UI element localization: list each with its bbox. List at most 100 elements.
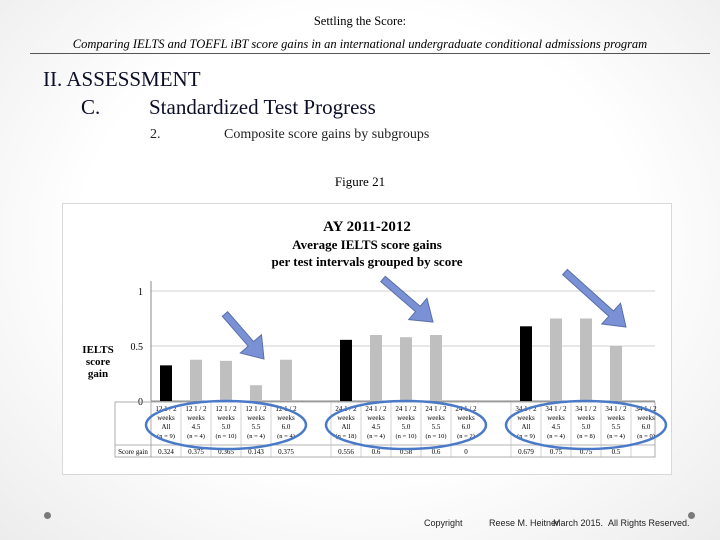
category-n-label: (n = 4) (247, 433, 265, 440)
category-label-line: weeks (157, 414, 175, 422)
section-title: ASSESSMENT (66, 67, 201, 91)
highlight-ellipse (324, 399, 488, 451)
footer-bullet-right (688, 512, 695, 519)
bar (580, 318, 592, 401)
category-label-line: 12 1 / 2 (185, 405, 207, 413)
bar (400, 337, 412, 401)
highlight-ellipse (144, 399, 308, 451)
category-label-line: weeks (277, 414, 295, 422)
category-label-line: All (522, 423, 531, 431)
point-heading: 2. Composite score gains by subgroups (150, 127, 429, 143)
category-label-line: 6.0 (282, 423, 291, 431)
category-n-label: (n = 10) (396, 433, 417, 440)
data-table-row-label: Score gain (118, 448, 148, 456)
category-n-label: (n = 8) (577, 433, 595, 440)
category-n-label: (n = 4) (277, 433, 295, 440)
category-n-label: (n = 9) (517, 433, 535, 440)
category-label-line: 4.5 (372, 423, 381, 431)
subsection-heading: C. Standardized Test Progress (81, 95, 376, 120)
highlight-ellipse (504, 399, 668, 451)
category-label-line: 6.0 (462, 423, 471, 431)
annotation-arrow (221, 311, 265, 360)
bar (610, 346, 622, 401)
category-label-line: weeks (367, 414, 385, 422)
subsection-number: C. (81, 95, 101, 119)
category-label-line: weeks (427, 414, 445, 422)
y-axis-label-line: score (86, 356, 110, 368)
chart-subtitle-line: Average IELTS score gains (292, 237, 442, 252)
category-label-line: weeks (337, 414, 355, 422)
category-label-line: weeks (577, 414, 595, 422)
slide-subtitle: Comparing IELTS and TOEFL iBT score gain… (72, 37, 648, 51)
bar (250, 385, 262, 401)
category-label-line: All (342, 423, 351, 431)
category-label-line: 24 1 / 2 (395, 405, 417, 413)
category-label-line: 5.0 (402, 423, 411, 431)
category-label-line: 12 1 / 2 (215, 405, 237, 413)
category-label-line: 24 1 / 2 (425, 405, 447, 413)
category-n-label: (n = 10) (426, 433, 447, 440)
bar (220, 360, 232, 401)
point-number: 2. (150, 127, 161, 142)
category-label-line: weeks (547, 414, 565, 422)
footer-date: March 2015. (553, 518, 604, 528)
category-label-line: 5.5 (612, 423, 621, 431)
data-value-label: 0.375 (278, 448, 294, 456)
category-label-line: 4.5 (552, 423, 561, 431)
subsection-title: Standardized Test Progress (149, 95, 376, 119)
category-label-line: 34 1 / 2 (575, 405, 597, 413)
category-label-line: 5.5 (432, 423, 441, 431)
footer-rights: All Rights Reserved. (608, 518, 690, 528)
category-label-line: 5.0 (222, 423, 231, 431)
section-number: II. (43, 67, 63, 91)
category-label-line: 5.0 (582, 423, 591, 431)
category-label-line: weeks (217, 414, 235, 422)
category-label-line: 34 1 / 2 (605, 405, 627, 413)
footer-copyright: Copyright (424, 518, 463, 528)
category-n-label: (n = 2) (457, 433, 475, 440)
bar (430, 335, 442, 401)
data-value-label: 0.375 (188, 448, 204, 456)
footer-author: Reese M. Heitner (489, 518, 560, 528)
category-label-line: weeks (517, 414, 535, 422)
category-n-label: (n = 10) (216, 433, 237, 440)
point-text: Composite score gains by subgroups (224, 127, 430, 142)
section-heading: II. ASSESSMENT (43, 67, 201, 92)
bar (160, 365, 172, 401)
y-axis-label-line: gain (88, 368, 108, 380)
category-n-label: (n = 9) (157, 433, 175, 440)
category-label-line: weeks (637, 414, 655, 422)
category-label-line: 5.5 (252, 423, 261, 431)
slide-title: Settling the Score: (313, 14, 407, 28)
data-value-label: 0 (464, 448, 468, 456)
category-label-line: 6.0 (642, 423, 651, 431)
data-value-label: 0.75 (580, 448, 593, 456)
data-value-label: 0.324 (158, 448, 174, 456)
category-label-line: 24 1 / 2 (365, 405, 387, 413)
bar (190, 359, 202, 401)
category-label-line: weeks (607, 414, 625, 422)
data-value-label: 0.6 (432, 448, 441, 456)
chart-subtitle-line: per test intervals grouped by score (271, 254, 462, 269)
category-label-line: weeks (187, 414, 205, 422)
category-n-label: (n = 0) (637, 433, 655, 440)
category-label-line: 12 1 / 2 (245, 405, 267, 413)
annotation-arrow (561, 268, 627, 328)
bar-chart: AY 2011-2012 Average IELTS score gains per… (82, 219, 668, 458)
header-divider (30, 53, 710, 54)
category-label-line: 4.5 (192, 423, 201, 431)
category-n-label: (n = 18) (336, 433, 357, 440)
y-axis-label-line: IELTS (82, 344, 113, 356)
bar (370, 335, 382, 401)
y-tick-label: 1 (138, 287, 143, 298)
chart-title: AY 2011-2012 (323, 219, 411, 235)
data-value-label: 0.5 (612, 448, 621, 456)
figure-label: Figure 21 (334, 174, 386, 189)
category-label-line: 34 1 / 2 (545, 405, 567, 413)
category-n-label: (n = 4) (547, 433, 565, 440)
data-value-label: 0.6 (372, 448, 381, 456)
category-label-line: weeks (397, 414, 415, 422)
category-n-label: (n = 4) (367, 433, 385, 440)
data-value-label: 0.75 (550, 448, 563, 456)
bar (340, 339, 352, 401)
